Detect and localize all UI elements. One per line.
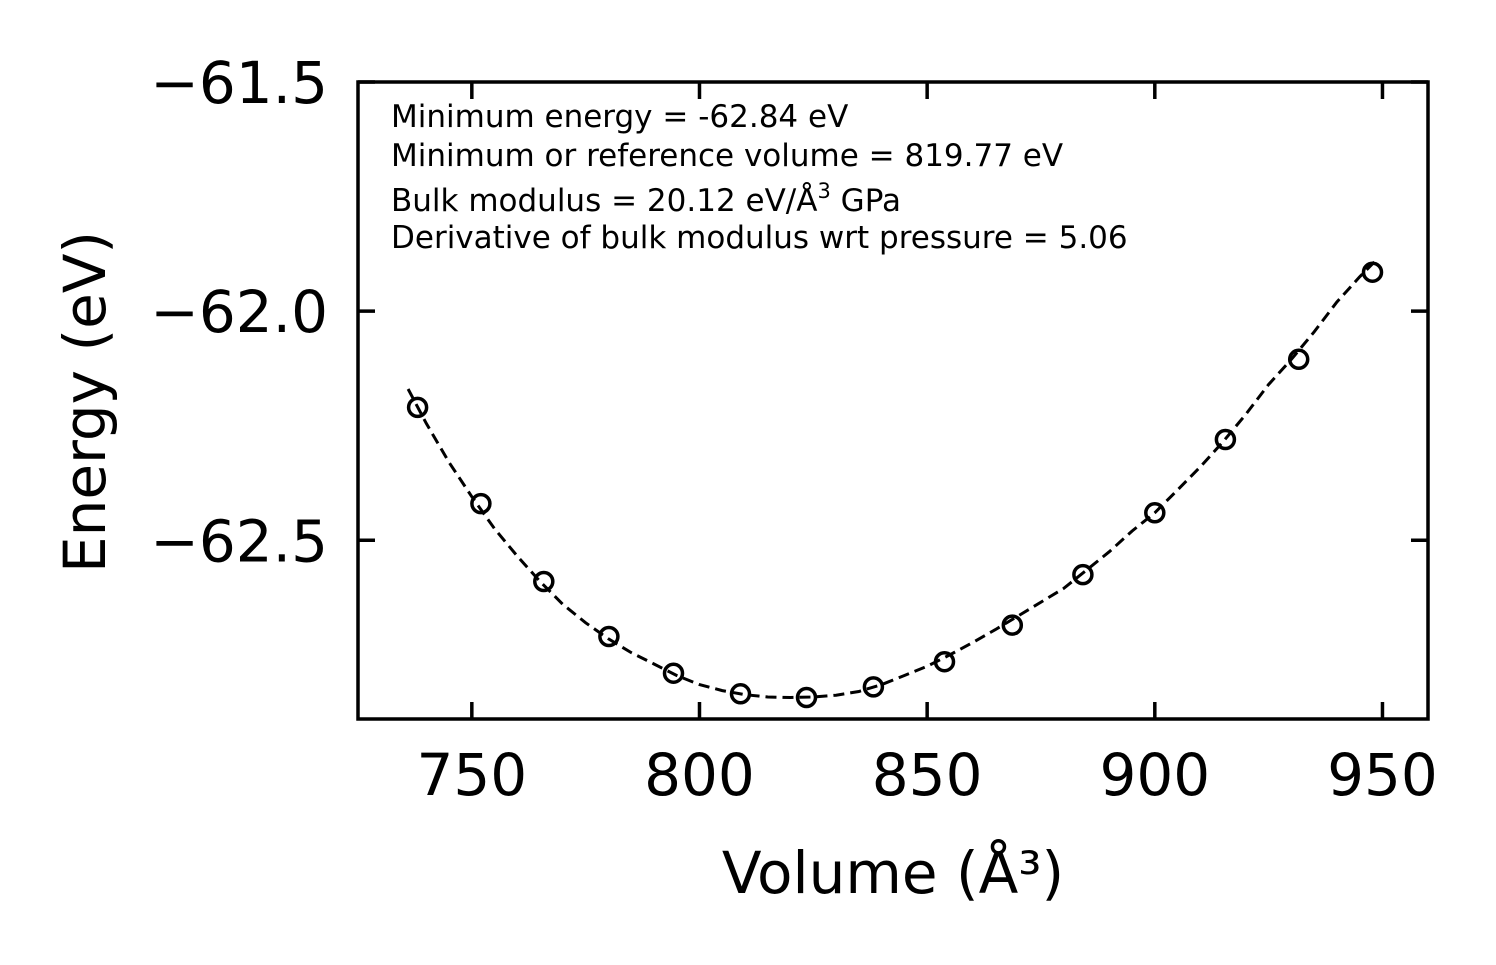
data-point: [406, 396, 429, 419]
data-point: [1072, 563, 1094, 586]
annotation-bulk-modulus-tail: GPa: [831, 183, 901, 219]
data-point: [1001, 614, 1024, 636]
fit-curve-layer: [406, 259, 1377, 700]
data-point: [1361, 261, 1384, 283]
x-tick-label: 950: [1327, 741, 1438, 809]
annotation-min-energy: Minimum energy = -62.84 eV: [391, 99, 848, 135]
data-point: [533, 570, 555, 593]
x-tick-label: 750: [416, 741, 527, 809]
data-point: [729, 683, 752, 705]
y-tick-label: −62.0: [150, 278, 328, 346]
data-point: [470, 492, 492, 515]
plot-frame: [356, 80, 1430, 721]
data-point: [1287, 348, 1310, 371]
data-point: [1144, 502, 1166, 524]
data-point: [598, 625, 620, 648]
annotation-min-volume: Minimum or reference volume = 819.77 eV: [391, 138, 1063, 174]
annotation-bulk-modulus-main: Bulk modulus = 20.12 eV/Å: [391, 183, 817, 219]
y-tick-labels: −61.5 −62.0 −62.5: [150, 49, 328, 575]
fit-curve: [406, 259, 1377, 700]
x-tick-label: 850: [872, 741, 983, 809]
y-axis-label: Energy (eV): [51, 231, 119, 573]
annotation-bulk-modulus: Bulk modulus = 20.12 eV/Å3 GPa: [391, 179, 901, 219]
annotation-bulk-derivative: Derivative of bulk modulus wrt pressure …: [391, 220, 1128, 256]
annotation-bulk-modulus-sup: 3: [817, 179, 830, 203]
x-axis-label: Volume (Å³): [722, 838, 1064, 907]
data-point: [862, 676, 885, 698]
data-point: [1214, 428, 1237, 451]
x-tick-labels: 750 800 850 900 950: [416, 741, 1437, 809]
y-tick-label: −62.5: [150, 507, 328, 575]
data-point: [795, 686, 818, 709]
data-point: [933, 650, 956, 673]
data-points-layer: [406, 261, 1384, 709]
y-tick-label: −61.5: [150, 49, 328, 117]
data-point: [662, 662, 685, 684]
tick-marks-layer: [358, 80, 1428, 719]
x-tick-label: 900: [1099, 741, 1210, 809]
x-tick-label: 800: [644, 741, 755, 809]
